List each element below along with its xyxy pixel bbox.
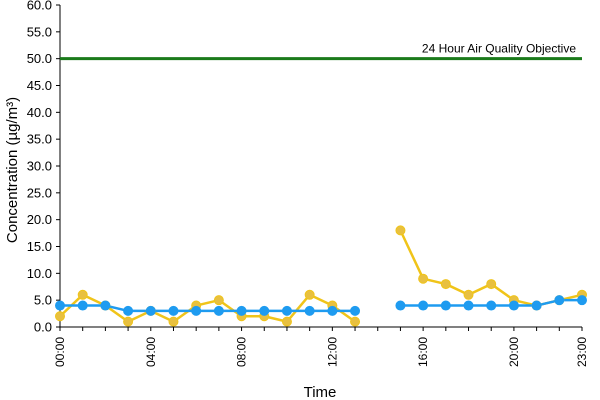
- series-2-point: [554, 295, 565, 306]
- y-tick-label: 10.0: [27, 266, 52, 281]
- series-1-point: [123, 316, 134, 327]
- series-2-point: [418, 300, 429, 311]
- series-1-point: [350, 316, 361, 327]
- series-2-point: [531, 300, 542, 311]
- series-1-point: [168, 316, 179, 327]
- series-1-point: [281, 316, 292, 327]
- x-tick-label: 23:00: [575, 337, 589, 367]
- series-1-line: [399, 229, 583, 307]
- series-2-point: [304, 305, 315, 316]
- series-2-point: [577, 295, 587, 306]
- series-2-point: [123, 305, 134, 316]
- reference-lines: 24 Hour Air Quality Objective: [60, 42, 582, 61]
- series-1-point: [486, 279, 497, 290]
- series-2-point: [55, 300, 65, 311]
- y-tick-label: 30.0: [27, 159, 52, 174]
- series-2-point: [100, 300, 111, 311]
- series-2-point: [236, 305, 247, 316]
- y-tick-label: 45.0: [27, 78, 52, 93]
- series-2-point: [395, 300, 406, 311]
- series-lines: [59, 229, 583, 323]
- series-2-point: [350, 305, 361, 316]
- series-2-point: [508, 300, 519, 311]
- x-tick-label: 20:00: [507, 337, 521, 367]
- series-1-point: [418, 273, 429, 284]
- y-tick-label: 0.0: [34, 320, 52, 335]
- x-tick-label: 08:00: [235, 337, 249, 367]
- series-1-point: [304, 289, 315, 300]
- y-tick-label: 15.0: [27, 239, 52, 254]
- series-2-point: [168, 305, 179, 316]
- y-tick-label: 50.0: [27, 51, 52, 66]
- y-tick-label: 60.0: [27, 0, 52, 13]
- series-2-point: [440, 300, 451, 311]
- y-tick-label: 40.0: [27, 105, 52, 120]
- x-axis-ticks: 00:00 04:00 08:00 12:00 16:00 20:00 23:00: [53, 327, 589, 367]
- x-axis-title: Time: [304, 384, 337, 400]
- y-tick-label: 25.0: [27, 185, 52, 200]
- y-tick-label: 20.0: [27, 212, 52, 227]
- series-2-point: [486, 300, 497, 311]
- series-2-point: [191, 305, 202, 316]
- series-1-point: [77, 289, 88, 300]
- x-tick-label: 00:00: [53, 337, 67, 367]
- series-2-point: [77, 300, 88, 311]
- y-tick-label: 5.0: [34, 293, 52, 308]
- series-2-point: [213, 305, 224, 316]
- series-1-point: [463, 289, 474, 300]
- series-points: [55, 225, 587, 327]
- reference-line-label: 24 Hour Air Quality Objective: [422, 42, 576, 56]
- series-2-point: [259, 305, 270, 316]
- series-2-point: [145, 305, 156, 316]
- y-axis-ticks: 0.0 5.0 10.0 15.0 20.0 25.0 30.0 35.0 40.0 45.0 50…: [27, 0, 60, 335]
- y-axis-title: Concentration (µg/m³): [4, 97, 21, 243]
- x-tick-label: 16:00: [416, 337, 430, 367]
- series-1-point: [395, 225, 406, 236]
- series-2-point: [281, 305, 292, 316]
- y-tick-label: 35.0: [27, 132, 52, 147]
- series-2-point: [463, 300, 474, 311]
- x-tick-label: 04:00: [144, 337, 158, 367]
- series-1-point: [440, 279, 451, 290]
- series-1-point: [213, 295, 224, 306]
- y-tick-label: 55.0: [27, 24, 52, 39]
- series-2-point: [327, 305, 338, 316]
- series-1-point: [55, 311, 65, 322]
- x-tick-label: 12:00: [325, 337, 339, 367]
